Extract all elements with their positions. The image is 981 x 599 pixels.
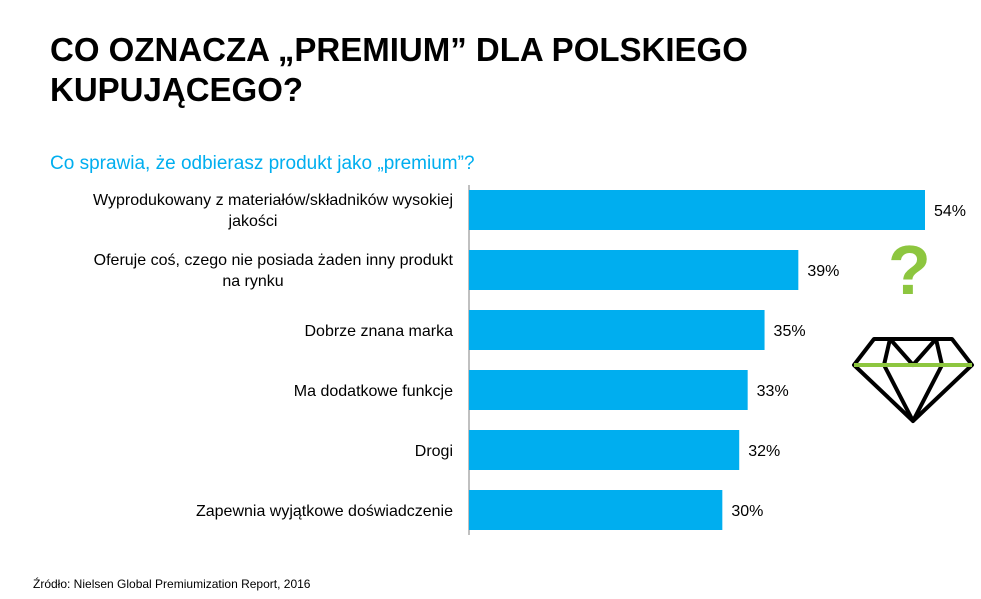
category-label-4-0: Drogi [415,443,453,460]
value-label-5: 30% [731,503,763,520]
bar-2 [469,310,765,350]
category-label-0-0: Wyprodukowany z materiałów/składników wy… [93,192,453,209]
bar-1 [469,250,799,290]
category-label-1-1: na rynku [222,273,283,290]
diamond-icon [852,337,974,423]
value-label-3: 33% [757,383,789,400]
bar-0 [469,190,925,230]
source-note: Źródło: Nielsen Global Premiumization Re… [33,577,311,591]
category-label-5-0: Zapewnia wyjątkowe doświadczenie [196,503,453,520]
category-label-3-0: Ma dodatkowe funkcje [294,383,453,400]
value-label-0: 54% [934,203,966,220]
value-label-2: 35% [774,323,806,340]
value-label-4: 32% [748,443,780,460]
value-label-1: 39% [807,263,839,280]
category-label-1-0: Oferuje coś, czego nie posiada żaden inn… [94,252,454,269]
page-title: CO OZNACZA „PREMIUM” DLA POLSKIEGO KUPUJ… [50,31,748,108]
chart-title: Co sprawia, że odbierasz produkt jako „p… [50,153,475,174]
bar-5 [469,490,723,530]
question-mark-icon: ? [888,231,931,309]
category-label-2-0: Dobrze znana marka [304,323,453,340]
bar-3 [469,370,748,410]
bar-4 [469,430,740,470]
category-label-0-1: jakości [228,213,278,230]
